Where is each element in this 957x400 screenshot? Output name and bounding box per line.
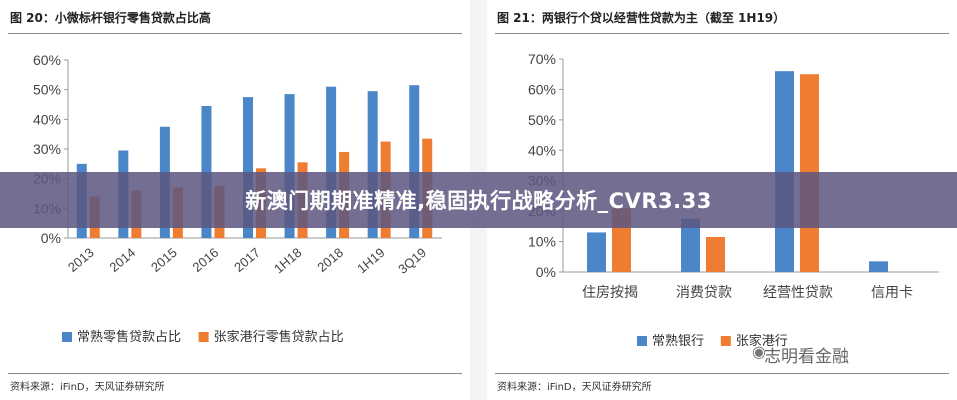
x-tick-label: 2014 xyxy=(106,245,138,275)
legend-label: 常熟零售贷款占比 xyxy=(77,329,181,345)
legend-label: 常熟银行 xyxy=(652,333,704,349)
watermark: 志明看金融 xyxy=(764,347,849,367)
legend-label: 张家港行零售贷款占比 xyxy=(214,329,344,345)
bar xyxy=(706,237,725,272)
chart-source: 资料来源：iFinD，天风证券研究所 xyxy=(497,382,652,393)
overlay-banner: 新澳门期期准精准,稳固执行战略分析_CVR3.33 xyxy=(0,172,957,228)
y-tick-label: 40% xyxy=(33,111,61,127)
bar xyxy=(284,94,295,238)
title-rule xyxy=(495,33,949,34)
y-tick-label: 70% xyxy=(528,51,556,67)
y-tick-label: 0% xyxy=(41,230,61,246)
x-tick-label: 消费贷款 xyxy=(676,285,732,301)
y-tick-label: 50% xyxy=(33,82,61,98)
legend-swatch xyxy=(62,332,72,342)
x-tick-label: 住房按揭 xyxy=(582,285,638,301)
legend-swatch xyxy=(637,336,647,346)
source-rule xyxy=(8,373,462,374)
bar xyxy=(587,232,606,272)
y-tick-label: 50% xyxy=(528,112,556,128)
source-rule xyxy=(495,373,949,374)
x-tick-label: 2013 xyxy=(65,245,97,275)
x-tick-label: 1H18 xyxy=(271,245,304,276)
x-tick-label: 3Q19 xyxy=(395,245,429,277)
x-tick-label: 2018 xyxy=(314,245,346,275)
x-tick-label: 2016 xyxy=(190,245,222,275)
y-tick-label: 0% xyxy=(536,264,556,280)
chart-title: 图 20：小微标杆银行零售贷款占比高 xyxy=(10,11,211,25)
x-tick-label: 经营性贷款 xyxy=(763,285,833,301)
legend-swatch xyxy=(198,332,209,342)
bar xyxy=(681,218,700,272)
bar xyxy=(409,85,420,238)
bar xyxy=(326,86,337,238)
y-tick-label: 40% xyxy=(528,142,556,158)
chart-title: 图 21：两银行个贷以经营性贷款为主（截至 1H19） xyxy=(497,11,786,25)
wechat-logo-icon: ◉ xyxy=(752,342,766,361)
x-tick-label: 1H19 xyxy=(354,245,387,276)
bar xyxy=(367,91,378,239)
legend-label: 张家港行 xyxy=(736,333,788,349)
title-rule xyxy=(8,33,462,34)
banner-text: 新澳门期期准精准,稳固执行战略分析_CVR3.33 xyxy=(245,189,712,213)
x-tick-label: 2017 xyxy=(231,245,263,275)
chart-source: 资料来源：iFinD，天风证券研究所 xyxy=(10,382,165,393)
x-tick-label: 2015 xyxy=(148,245,180,275)
y-tick-label: 60% xyxy=(33,52,61,68)
y-tick-label: 60% xyxy=(528,81,556,97)
x-tick-label: 信用卡 xyxy=(871,285,913,301)
bar xyxy=(243,97,253,238)
legend-swatch xyxy=(720,336,731,346)
bar xyxy=(201,105,212,238)
bar xyxy=(869,261,888,272)
y-tick-label: 10% xyxy=(528,234,556,250)
y-tick-label: 30% xyxy=(33,141,61,157)
